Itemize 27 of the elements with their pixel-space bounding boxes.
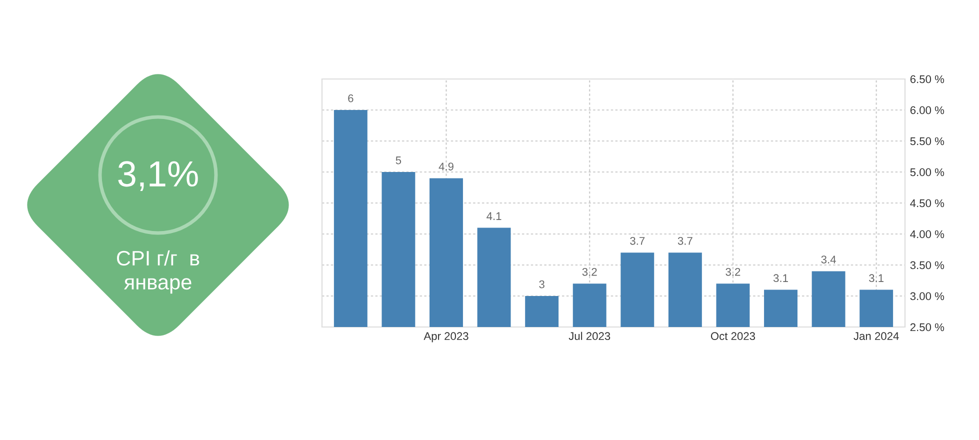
x-tick-label: Jan 2024 bbox=[854, 332, 899, 340]
data-label: 3.7 bbox=[630, 236, 645, 245]
y-tick-label: 4.00 % bbox=[910, 230, 944, 238]
x-tick-label: Apr 2023 bbox=[424, 332, 468, 342]
data-label: 5 bbox=[396, 156, 402, 164]
y-tick-label: 3.00 % bbox=[910, 292, 944, 300]
x-tick-label: Jul 2023 bbox=[568, 332, 610, 340]
data-label: 3.7 bbox=[678, 236, 692, 245]
data-label: 3.1 bbox=[773, 274, 788, 282]
y-tick-label: 6.00 % bbox=[910, 106, 944, 114]
y-tick-label: 3.50 % bbox=[910, 261, 944, 270]
data-label: 3 bbox=[539, 280, 544, 288]
text: CPI г/г в январе bbox=[116, 250, 200, 294]
data-label: 3.2 bbox=[726, 268, 740, 276]
data-label: 4.1 bbox=[486, 212, 502, 220]
y-tick-label: 6.50 % bbox=[910, 75, 944, 84]
text: 3,1% bbox=[118, 161, 198, 191]
data-label: 3.1 bbox=[869, 274, 884, 282]
data-label: 6 bbox=[348, 94, 354, 102]
y-tick-label: 4.50 % bbox=[910, 199, 944, 208]
y-tick-label: 2.50 % bbox=[910, 323, 944, 332]
data-label: 4.9 bbox=[438, 162, 454, 170]
data-label: 3.2 bbox=[582, 268, 597, 276]
data-label: 3.4 bbox=[821, 256, 836, 264]
y-tick-label: 5.50 % bbox=[910, 137, 944, 146]
x-tick-label: Oct 2023 bbox=[710, 332, 756, 340]
y-tick-label: 5.00 % bbox=[910, 168, 944, 176]
